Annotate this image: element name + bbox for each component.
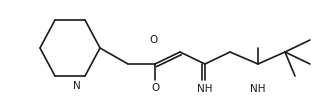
Text: NH: NH [250, 84, 266, 94]
Text: N: N [73, 81, 81, 91]
Text: O: O [151, 83, 159, 93]
Text: O: O [149, 35, 157, 45]
Text: NH: NH [197, 84, 213, 94]
